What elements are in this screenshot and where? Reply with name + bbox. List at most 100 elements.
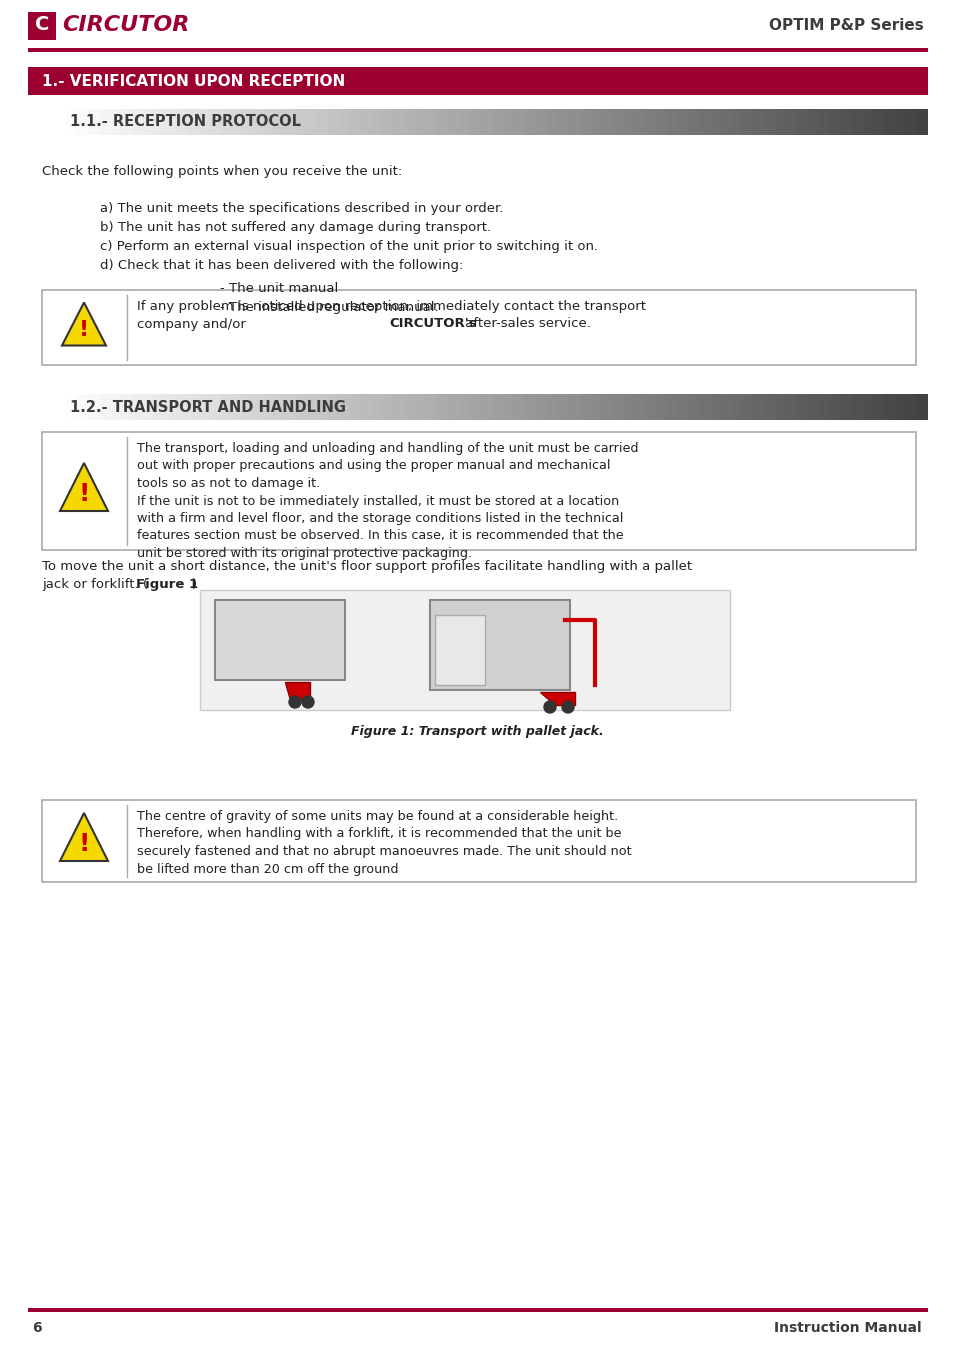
Bar xyxy=(196,394,208,420)
Bar xyxy=(655,109,666,135)
Bar xyxy=(916,394,927,420)
Bar xyxy=(633,109,644,135)
Bar xyxy=(524,109,535,135)
Bar xyxy=(785,109,797,135)
Text: 6: 6 xyxy=(32,1322,42,1335)
Text: !: ! xyxy=(78,832,90,856)
Bar xyxy=(894,394,905,420)
Text: 1.2.- TRANSPORT AND HANDLING: 1.2.- TRANSPORT AND HANDLING xyxy=(70,400,346,414)
Bar xyxy=(316,109,328,135)
Bar xyxy=(753,394,764,420)
Bar xyxy=(535,109,546,135)
Text: Instruction Manual: Instruction Manual xyxy=(774,1322,921,1335)
Bar xyxy=(502,394,514,420)
Bar xyxy=(273,109,284,135)
Bar xyxy=(28,1308,927,1312)
Bar xyxy=(851,394,862,420)
Bar xyxy=(862,394,873,420)
Bar xyxy=(731,109,742,135)
Bar xyxy=(66,394,77,420)
Bar xyxy=(589,109,600,135)
Bar xyxy=(316,394,328,420)
Bar xyxy=(600,394,612,420)
Bar xyxy=(687,394,699,420)
Bar xyxy=(230,109,241,135)
Bar xyxy=(491,109,502,135)
Bar xyxy=(382,109,394,135)
Bar xyxy=(196,109,208,135)
Bar xyxy=(567,109,578,135)
Bar xyxy=(458,394,470,420)
Bar xyxy=(775,109,786,135)
Text: The centre of gravity of some units may be found at a considerable height.
There: The centre of gravity of some units may … xyxy=(137,810,631,876)
Bar xyxy=(284,394,295,420)
Text: - The unit manual: - The unit manual xyxy=(220,282,338,296)
Bar xyxy=(98,109,110,135)
Bar xyxy=(469,109,480,135)
Bar xyxy=(110,109,121,135)
Bar xyxy=(186,109,197,135)
Bar xyxy=(621,109,633,135)
Bar xyxy=(524,394,535,420)
Bar xyxy=(435,616,484,684)
Bar xyxy=(873,109,884,135)
Bar xyxy=(404,109,416,135)
Bar xyxy=(578,109,590,135)
Bar xyxy=(294,394,306,420)
Bar xyxy=(905,109,917,135)
Bar xyxy=(132,394,143,420)
Bar xyxy=(741,394,753,420)
Bar xyxy=(796,394,807,420)
Circle shape xyxy=(561,701,574,713)
Bar xyxy=(240,109,252,135)
Polygon shape xyxy=(62,302,106,346)
Bar xyxy=(502,109,514,135)
Text: If any problem is noticed upon reception, immediately contact the transport
comp: If any problem is noticed upon reception… xyxy=(137,300,645,331)
Bar xyxy=(306,109,317,135)
Bar xyxy=(447,394,458,420)
Bar xyxy=(763,109,775,135)
Bar xyxy=(28,12,56,40)
Bar xyxy=(55,109,67,135)
Bar xyxy=(469,394,480,420)
Bar xyxy=(883,394,895,420)
Bar xyxy=(174,109,186,135)
Bar xyxy=(371,109,382,135)
Bar xyxy=(578,394,590,420)
Bar xyxy=(677,394,688,420)
Bar xyxy=(720,109,731,135)
Bar xyxy=(545,109,557,135)
Bar xyxy=(458,109,470,135)
Text: Check the following points when you receive the unit:: Check the following points when you rece… xyxy=(42,165,402,178)
Bar xyxy=(186,394,197,420)
Bar xyxy=(862,109,873,135)
Text: after-sales service.: after-sales service. xyxy=(460,317,590,329)
Bar xyxy=(153,394,165,420)
Bar xyxy=(66,109,77,135)
Bar xyxy=(328,394,339,420)
Text: jack or forklift. (: jack or forklift. ( xyxy=(42,578,148,591)
Bar xyxy=(426,109,437,135)
Bar xyxy=(633,394,644,420)
Bar xyxy=(42,290,915,364)
Bar xyxy=(818,394,829,420)
Bar xyxy=(153,109,165,135)
Bar xyxy=(699,394,709,420)
Bar xyxy=(840,109,851,135)
Bar xyxy=(600,109,612,135)
Bar xyxy=(426,394,437,420)
Bar xyxy=(665,109,677,135)
Bar xyxy=(28,49,927,53)
Bar xyxy=(851,109,862,135)
Bar xyxy=(110,394,121,420)
Bar xyxy=(655,394,666,420)
Bar xyxy=(120,394,132,420)
Bar xyxy=(436,109,448,135)
Bar xyxy=(404,394,416,420)
Polygon shape xyxy=(60,463,108,512)
Bar xyxy=(665,394,677,420)
Circle shape xyxy=(543,701,556,713)
Bar xyxy=(214,599,345,680)
Bar xyxy=(360,109,372,135)
Bar xyxy=(818,109,829,135)
